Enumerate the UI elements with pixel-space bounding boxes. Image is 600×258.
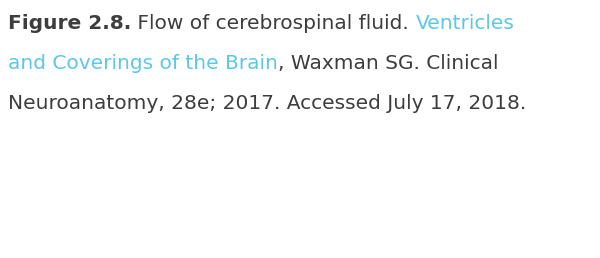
Text: Figure 2.8.: Figure 2.8. [8, 14, 131, 33]
Text: , Waxman SG. Clinical: , Waxman SG. Clinical [278, 54, 499, 73]
Text: Flow of cerebrospinal fluid.: Flow of cerebrospinal fluid. [131, 14, 415, 33]
Text: Neuroanatomy, 28e; 2017. Accessed July 17, 2018.: Neuroanatomy, 28e; 2017. Accessed July 1… [8, 94, 526, 113]
Text: Ventricles: Ventricles [415, 14, 514, 33]
Text: and Coverings of the Brain: and Coverings of the Brain [8, 54, 278, 73]
